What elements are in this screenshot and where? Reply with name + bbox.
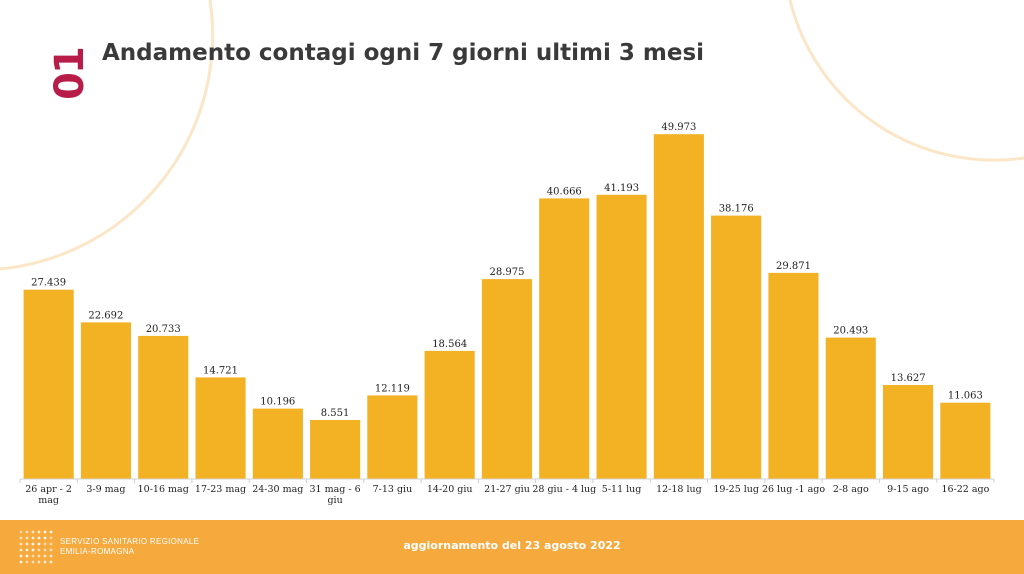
bar <box>825 337 876 479</box>
bar <box>940 402 991 479</box>
bar <box>596 194 647 480</box>
x-ticks-group: 26 apr - 2 mag 3-9 mag 10-16 mag 17-23 mag 24… <box>19 479 995 506</box>
category-label: 26 apr - 2 mag <box>25 484 72 506</box>
bar <box>768 272 819 479</box>
bar-value-label: 40.666 <box>547 186 582 197</box>
category-label: 26 lug -1 ago <box>762 484 825 495</box>
bar-value-label: 12.119 <box>375 383 410 394</box>
bar-value-label: 38.176 <box>719 204 754 215</box>
category-label: 10-16 mag <box>138 484 189 495</box>
bar-value-label: 20.733 <box>146 324 181 335</box>
bars-group: 27.439 22.692 20.733 14.721 10.196 8.551 12.11… <box>23 122 991 480</box>
bar-value-label: 20.493 <box>833 326 868 337</box>
bar <box>653 134 704 479</box>
bar <box>138 335 189 479</box>
bar-chart: 27.439 22.692 20.733 14.721 10.196 8.551 12.11… <box>19 122 995 506</box>
category-label: 12-18 lug <box>656 484 702 495</box>
bar-value-label: 14.721 <box>203 365 238 376</box>
bar <box>310 420 361 479</box>
footer-bar: SERVIZIO SANITARIO REGIONALE EMILIA-ROMA… <box>0 520 1024 574</box>
bar <box>424 350 475 479</box>
page-title: Andamento contagi ogni 7 giorni ultimi 3… <box>102 40 705 66</box>
category-label: 24-30 mag <box>252 484 303 495</box>
bar <box>367 395 418 479</box>
category-label: 21-27 giu <box>484 484 530 495</box>
bar-value-label: 41.193 <box>604 183 639 194</box>
category-label: 17-23 mag <box>195 484 246 495</box>
category-label: 14-20 giu <box>427 484 473 495</box>
bar-value-label: 13.627 <box>891 373 926 384</box>
bar <box>481 279 532 479</box>
category-label: 16-22 ago <box>941 484 989 495</box>
bar-value-label: 11.063 <box>948 391 983 402</box>
bar-value-label: 49.973 <box>661 122 696 133</box>
update-date: aggiornamento del 23 agosto 2022 <box>403 539 621 552</box>
organization-line-2: EMILIA-ROMAGNA <box>60 547 135 556</box>
bar <box>23 289 74 479</box>
organization-line-1: SERVIZIO SANITARIO REGIONALE <box>60 537 200 546</box>
category-label: 7-13 giu <box>373 484 413 495</box>
bar-value-label: 29.871 <box>776 261 811 272</box>
regional-logo-icon <box>19 530 53 564</box>
category-label: 3-9 mag <box>86 484 125 495</box>
organization-name: SERVIZIO SANITARIO REGIONALE EMILIA-ROMA… <box>60 537 199 557</box>
category-label: 5-11 lug <box>602 484 642 495</box>
bar-value-label: 10.196 <box>260 397 295 408</box>
category-label: 19-25 lug <box>713 484 759 495</box>
bar <box>195 377 246 479</box>
bar-value-label: 28.975 <box>490 267 525 278</box>
category-label: 9-15 ago <box>887 484 929 495</box>
bar-value-label: 22.692 <box>88 310 123 321</box>
category-label: 28 giu - 4 lug <box>532 484 596 495</box>
bar <box>883 385 934 479</box>
decorative-arc-right <box>788 0 1024 162</box>
bar-value-label: 8.551 <box>321 408 350 419</box>
bar-value-label: 18.564 <box>432 339 467 350</box>
category-label: 2-8 ago <box>833 484 869 495</box>
bar <box>539 198 590 479</box>
decorative-arc-left <box>0 0 215 271</box>
bar <box>711 215 762 479</box>
bar <box>252 408 303 479</box>
bar-value-label: 27.439 <box>31 278 66 289</box>
category-label: 31 mag - 6 giu <box>310 484 361 506</box>
bar <box>80 322 131 479</box>
